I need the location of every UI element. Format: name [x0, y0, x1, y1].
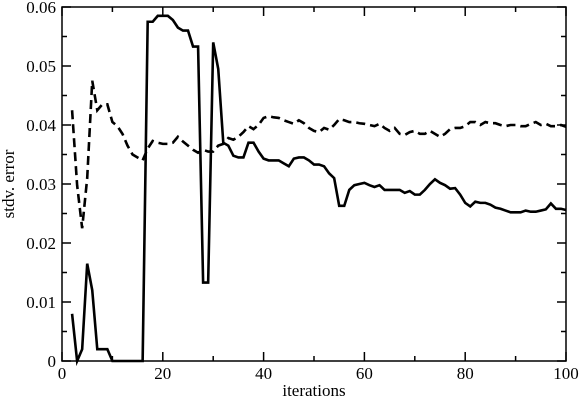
series-line-dashed: [70, 80, 567, 229]
y-tick-labels: 0 0.01 0.02 0.03 0.04 0.05 0.06: [26, 0, 56, 371]
y-tick-label: 0: [48, 352, 57, 371]
y-tick-label: 0.06: [26, 0, 56, 17]
x-tick-labels: 0 20 40 60 80 100: [58, 364, 579, 383]
x-tick-label: 80: [457, 364, 474, 383]
y-axis-title: stdv. error: [0, 149, 18, 218]
x-tick-label: 100: [553, 364, 579, 383]
x-tick-label: 20: [154, 364, 171, 383]
plot-area-frame: [61, 6, 567, 362]
y-tick-label: 0.01: [26, 293, 56, 312]
y-tick-label: 0.05: [26, 57, 56, 76]
y-tick-label: 0.02: [26, 234, 56, 253]
x-tick-label: 60: [356, 364, 373, 383]
y-tick-label: 0.04: [26, 116, 56, 135]
x-tick-label: 40: [255, 364, 272, 383]
x-axis-title: iterations: [282, 381, 345, 400]
series-layer: [70, 14, 567, 367]
tick-marks: [61, 6, 567, 362]
series-line-solid: [70, 14, 567, 367]
y-tick-label: 0.03: [26, 175, 56, 194]
x-tick-label: 0: [58, 364, 67, 383]
